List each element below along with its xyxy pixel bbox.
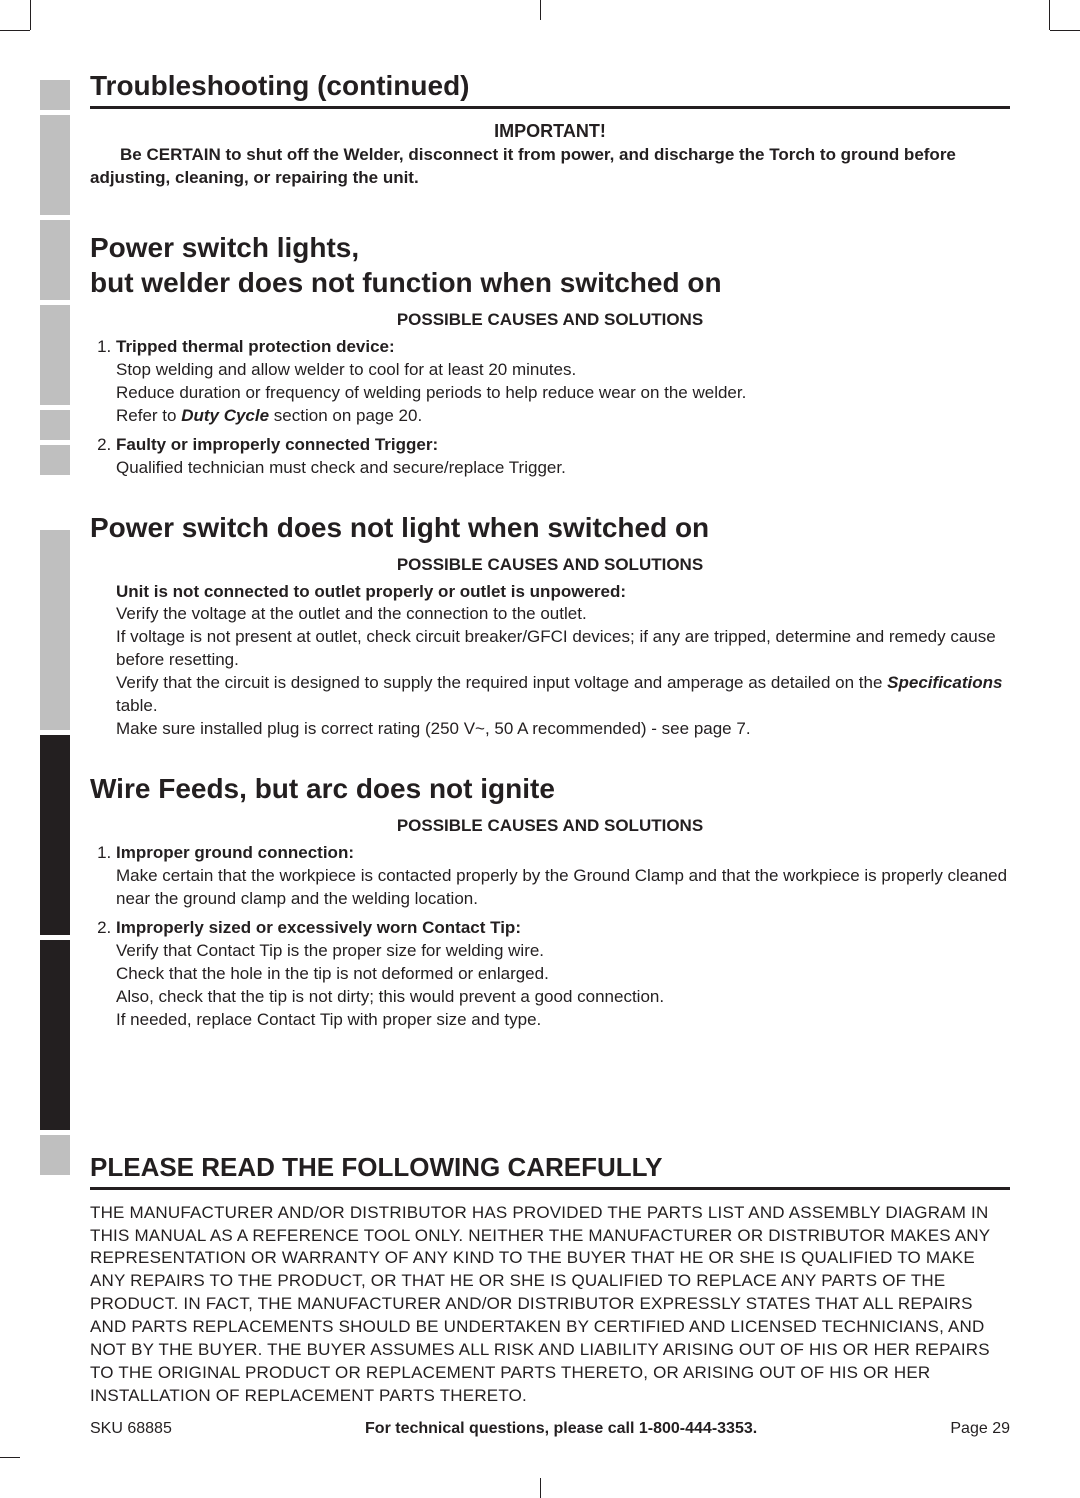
page-title: Troubleshooting (continued) — [90, 70, 1010, 102]
crop-mark — [0, 1457, 20, 1458]
margin-tab — [40, 115, 70, 215]
manual-page: Troubleshooting (continued) IMPORTANT! B… — [0, 0, 1080, 1498]
important-notice: IMPORTANT! Be CERTAIN to shut off the We… — [90, 121, 1010, 190]
important-body: Be CERTAIN to shut off the Welder, disco… — [90, 144, 1010, 190]
cause-item: Improper ground connection: Make certain… — [116, 842, 1010, 911]
causes-list-3: Improper ground connection: Make certain… — [90, 842, 1010, 1032]
disclaimer-body: THE MANUFACTURER AND/OR DISTRIBUTOR HAS … — [90, 1202, 1010, 1408]
margin-tab — [40, 445, 70, 475]
heading-line: but welder does not function when switch… — [90, 267, 722, 298]
cause-item: Faulty or improperly connected Trigger: … — [116, 434, 1010, 480]
title-rule — [90, 106, 1010, 109]
cause-title: Faulty or improperly connected Trigger: — [116, 435, 438, 454]
margin-tab — [40, 305, 70, 405]
cause-item: Tripped thermal protection device: Stop … — [116, 336, 1010, 428]
cause-line: Also, check that the tip is not dirty; t… — [116, 987, 664, 1006]
causes-list-1: Tripped thermal protection device: Stop … — [90, 336, 1010, 480]
crop-mark — [1049, 0, 1050, 30]
disclaimer-section: PLEASE READ THE FOLLOWING CAREFULLY THE … — [90, 1152, 1010, 1408]
cause-line: Make sure installed plug is correct rati… — [116, 719, 751, 738]
cause-line: Check that the hole in the tip is not de… — [116, 964, 549, 983]
cause-title: Improper ground connection: — [116, 843, 354, 862]
section-heading-2: Power switch does not light when switche… — [90, 510, 1010, 545]
cause-ref-suffix: section on page 20. — [269, 406, 422, 425]
footer-page-number: Page 29 — [950, 1420, 1010, 1438]
footer-support-phone: For technical questions, please call 1-8… — [365, 1420, 757, 1438]
margin-tab — [40, 940, 70, 1130]
margin-tab — [40, 80, 70, 110]
cause-ref-bold: Duty Cycle — [181, 406, 269, 425]
crop-mark — [540, 0, 541, 20]
crop-mark — [1050, 30, 1080, 31]
disclaimer-heading: PLEASE READ THE FOLLOWING CAREFULLY — [90, 1152, 1010, 1183]
cause-line: Verify that Contact Tip is the proper si… — [116, 941, 544, 960]
cause-line: Qualified technician must check and secu… — [116, 458, 566, 477]
causes-plain-2: Unit is not connected to outlet properly… — [90, 581, 1010, 742]
cause-title: Tripped thermal protection device: — [116, 337, 395, 356]
margin-tab — [40, 735, 70, 935]
cause-line: Verify that the circuit is designed to s… — [116, 673, 887, 692]
causes-label: POSSIBLE CAUSES AND SOLUTIONS — [90, 816, 1010, 836]
cause-item: Improperly sized or excessively worn Con… — [116, 917, 1010, 1032]
cause-line: Stop welding and allow welder to cool fo… — [116, 360, 576, 379]
margin-tab — [40, 1135, 70, 1175]
crop-mark — [540, 1478, 541, 1498]
margin-tab — [40, 410, 70, 440]
margin-tab — [40, 530, 70, 730]
cause-line: If voltage is not present at outlet, che… — [116, 627, 996, 669]
cause-title: Improperly sized or excessively worn Con… — [116, 918, 521, 937]
crop-mark — [30, 0, 31, 30]
crop-mark — [0, 30, 30, 31]
causes-label: POSSIBLE CAUSES AND SOLUTIONS — [90, 310, 1010, 330]
heading-line: Power switch lights, — [90, 232, 359, 263]
disclaimer-rule — [90, 1187, 1010, 1190]
section-heading-1: Power switch lights, but welder does not… — [90, 230, 1010, 300]
footer-sku: SKU 68885 — [90, 1420, 172, 1438]
cause-title: Unit is not connected to outlet properly… — [116, 581, 1010, 604]
cause-line: table. — [116, 696, 158, 715]
margin-tab — [40, 220, 70, 300]
causes-label: POSSIBLE CAUSES AND SOLUTIONS — [90, 555, 1010, 575]
cause-line: Verify the voltage at the outlet and the… — [116, 604, 587, 623]
page-footer: SKU 68885 For technical questions, pleas… — [90, 1420, 1010, 1438]
cause-line: Reduce duration or frequency of welding … — [116, 383, 746, 402]
cause-ref-bold: Specifications — [887, 673, 1002, 692]
cause-line: If needed, replace Contact Tip with prop… — [116, 1010, 541, 1029]
section-heading-3: Wire Feeds, but arc does not ignite — [90, 771, 1010, 806]
cause-ref-prefix: Refer to — [116, 406, 181, 425]
cause-line: Make certain that the workpiece is conta… — [116, 866, 1007, 908]
important-title: IMPORTANT! — [90, 121, 1010, 142]
